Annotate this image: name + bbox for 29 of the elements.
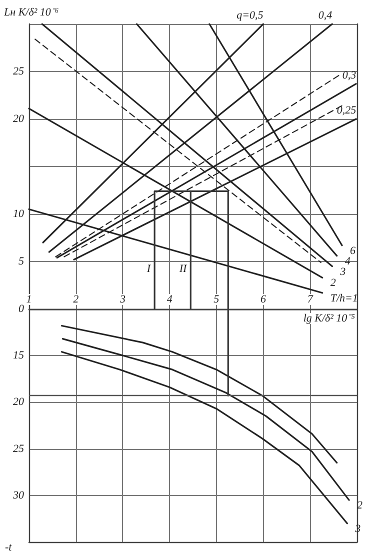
y-tick-label: 5 <box>18 256 24 268</box>
y-tick-label: 25 <box>13 66 24 78</box>
y-axis-title: Lн K/δ² 10⁻⁶ <box>3 6 59 18</box>
y-tick-label: 10 <box>13 208 24 220</box>
series-label: I <box>146 263 152 275</box>
series-label: 3 <box>339 266 346 278</box>
x-tick-label: 2 <box>73 294 80 306</box>
series-label: 0,3 <box>342 69 357 82</box>
series-label: q=0,5 <box>236 10 264 22</box>
series-label: 2 <box>330 277 336 290</box>
y-tick-label: 15 <box>13 350 24 362</box>
x-tick-label: 7 <box>307 294 314 306</box>
series-label: 0,4 <box>318 10 333 22</box>
x-tick-label: 4 <box>166 294 173 306</box>
series-label: 6 <box>350 244 356 257</box>
series-label: T/h=1 <box>330 292 358 304</box>
series-label: II <box>178 263 188 275</box>
y-tick-label: 20 <box>13 113 24 125</box>
x-tick-label: 5 <box>214 294 220 306</box>
y-tick-label: 30 <box>12 489 24 502</box>
y-tick-label: 20 <box>13 396 24 408</box>
y-tick-label: 25 <box>13 442 24 455</box>
y-tick-label: 0 <box>18 303 24 315</box>
series-label: 0,25 <box>336 104 357 116</box>
x-axis-title: lg K/δ² 10⁻⁵ <box>303 312 356 324</box>
y-axis-title: -t <box>5 542 13 553</box>
x-tick-label: 6 <box>260 294 267 306</box>
x-tick-label: 1 <box>26 294 32 306</box>
x-tick-label: 3 <box>118 294 126 306</box>
